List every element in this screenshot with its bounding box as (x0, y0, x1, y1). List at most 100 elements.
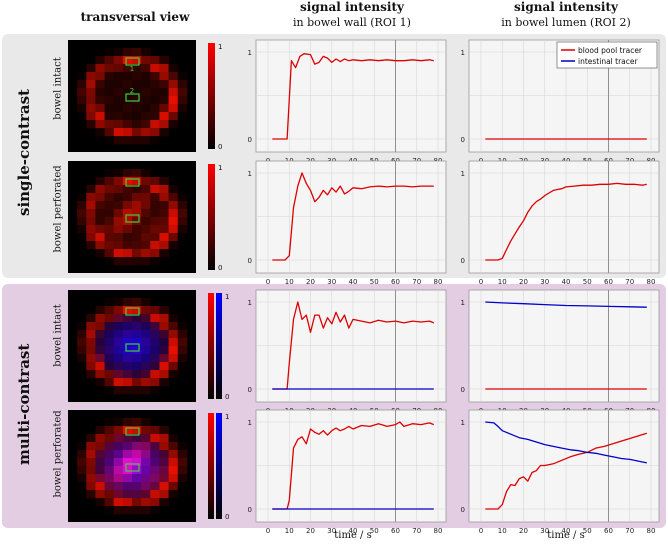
image-pixel (113, 362, 124, 371)
chart-x-tick-label: 30 (540, 527, 549, 535)
image-pixel (113, 450, 124, 459)
image-pixel (159, 434, 169, 443)
chart-series-red (485, 432, 647, 510)
chart-x-tick-label: 50 (370, 278, 379, 286)
image-pixel (159, 330, 169, 339)
image-pixel (113, 466, 124, 475)
image-pixel (122, 498, 133, 507)
image-pixel (177, 72, 188, 81)
image-pixel (104, 354, 115, 363)
image-pixel (141, 490, 151, 499)
image-pixel (95, 426, 105, 435)
image-pixel (177, 112, 188, 121)
image-pixel (141, 322, 151, 331)
header-lumen-title: signal intensity (514, 0, 618, 14)
image-pixel (132, 466, 142, 475)
image-pixel (95, 346, 105, 355)
image-pixel (86, 225, 96, 234)
image-pixel (77, 354, 87, 363)
chart-x-tick-label: 60 (391, 527, 400, 535)
image-pixel (113, 426, 124, 435)
image-pixel (86, 72, 96, 81)
image-pixel (132, 490, 142, 499)
image-pixel (150, 466, 160, 475)
image-pixel (77, 225, 87, 234)
image-pixel (122, 330, 133, 339)
image-pixel (132, 185, 142, 194)
image-pixel (122, 128, 133, 137)
chart-x-tick-label: 80 (434, 527, 443, 535)
chart-x-tick-label: 50 (370, 527, 379, 535)
chart-series-red (485, 182, 647, 261)
colorbar-max-label: 1 (225, 413, 229, 421)
image-pixel (150, 177, 160, 186)
image-pixel (95, 249, 105, 258)
image-pixel (177, 322, 188, 331)
image-pixel (86, 338, 96, 347)
image-pixel (132, 338, 142, 347)
chart-x-tick-label: 70 (625, 278, 634, 286)
image-pixel (95, 233, 105, 242)
image-pixel (141, 217, 151, 226)
image-pixel (159, 466, 169, 475)
chart-y-tick-label: 0 (248, 386, 252, 394)
image-pixel (113, 169, 124, 178)
roi-2-box (125, 214, 140, 223)
image-pixel (95, 490, 105, 499)
image-pixel (104, 249, 115, 258)
image-pixel (159, 482, 169, 491)
image-pixel (150, 104, 160, 113)
image-pixel (150, 209, 160, 218)
image-pixel (95, 362, 105, 371)
chart-x-tick-label: 0 (266, 527, 270, 535)
image-pixel (95, 370, 105, 379)
image-pixel (132, 386, 142, 395)
image-pixel (95, 458, 105, 467)
colorbar-red (208, 413, 214, 519)
chart-series-red (272, 301, 435, 390)
colorbar-min-label: 0 (218, 143, 222, 151)
chart-y-tick-label: 0 (461, 257, 465, 265)
image-pixel (104, 458, 115, 467)
image-pixel (150, 193, 160, 202)
image-pixel (122, 177, 133, 186)
image-pixel (77, 346, 87, 355)
chart-x-tick-label: 80 (647, 527, 656, 535)
image-pixel (77, 217, 87, 226)
image-pixel (77, 362, 87, 371)
header-lumen: signal intensity in bowel lumen (ROI 2) (476, 0, 656, 30)
image-pixel (113, 298, 124, 307)
image-pixel (141, 498, 151, 507)
image-pixel (104, 185, 115, 194)
image-pixel (95, 466, 105, 475)
chart-series-blue (485, 301, 647, 308)
image-pixel (150, 498, 160, 507)
image-pixel (141, 378, 151, 387)
image-pixel (122, 466, 133, 475)
image-pixel (132, 458, 142, 467)
image-pixel (168, 88, 179, 97)
chart-x-tick-label: 40 (562, 278, 571, 286)
image-pixel (168, 330, 179, 339)
image-pixel (132, 104, 142, 113)
transversal-image: 1 2 1 0 (68, 40, 222, 152)
image-pixel (159, 185, 169, 194)
image-pixel (122, 506, 133, 515)
image-pixel (141, 169, 151, 178)
image-pixel (86, 209, 96, 218)
image-pixel (168, 338, 179, 347)
image-pixel (141, 506, 151, 515)
image-pixel (141, 177, 151, 186)
image-pixel (122, 112, 133, 121)
image-pixel (122, 169, 133, 178)
image-pixel (150, 185, 160, 194)
image-pixel (113, 136, 124, 145)
image-pixel (177, 225, 188, 234)
chart-y-tick-label: 1 (248, 49, 252, 57)
image-pixel (150, 378, 160, 387)
image-pixel (159, 233, 169, 242)
image-pixel (104, 177, 115, 186)
image-pixel (95, 120, 105, 129)
